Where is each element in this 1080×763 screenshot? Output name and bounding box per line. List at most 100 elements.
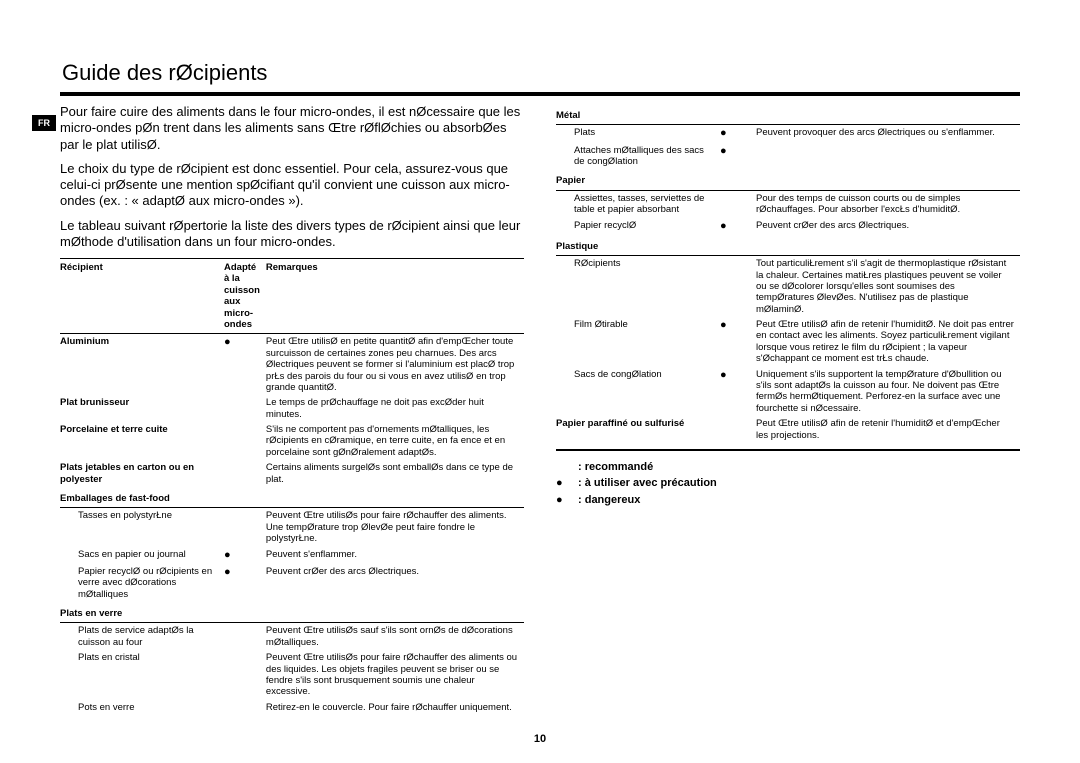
remarks-text: Peuvent provoquer des arcs Ølectriques o… (756, 125, 1020, 143)
remarks-text: Peut Œtre utilisØ afin de retenir l'humi… (756, 317, 1020, 367)
table-section-header: Emballages de fast-food (60, 487, 524, 508)
legend-dangerous-label: : dangereux (578, 492, 640, 509)
recipient-name: Papier recyclØ ou rØcipients en verre av… (60, 564, 224, 602)
compatibility-symbol (224, 460, 266, 487)
remarks-text: Certains aliments surgelØs sont emballØs… (266, 460, 524, 487)
compatibility-symbol (720, 256, 756, 317)
table-row: Pots en verre Retirez-en le couvercle. Po… (60, 700, 524, 715)
document-page: FR Guide des rØcipients Pour faire cuire… (0, 0, 1080, 763)
section-label: Métal (556, 104, 1020, 125)
table-section-header: Plastique (556, 235, 1020, 256)
content-columns: Pour faire cuire des aliments dans le fo… (60, 104, 1020, 715)
table-end-divider (556, 449, 1020, 451)
intro-para-3: Le tableau suivant rØpertorie la liste d… (60, 218, 524, 251)
compatibility-symbol: ● (720, 218, 756, 235)
recipient-name: Papier paraffiné ou sulfurisé (556, 416, 720, 443)
compatibility-symbol (224, 650, 266, 700)
compatibility-symbol: ● (224, 564, 266, 602)
compatibility-symbol (224, 508, 266, 547)
recipient-name: Sacs de congØlation (556, 367, 720, 417)
left-column: Pour faire cuire des aliments dans le fo… (60, 104, 524, 715)
recipient-name: Plat brunisseur (60, 395, 224, 422)
compatibility-symbol: ● (720, 317, 756, 367)
recipient-table-left: Récipient Adapté à la cuisson aux micro-… (60, 258, 524, 715)
title-divider (60, 92, 1020, 96)
remarks-text: Uniquement s'ils supportent la tempØratu… (756, 367, 1020, 417)
compatibility-symbol: ● (720, 367, 756, 417)
section-label: Plastique (556, 235, 1020, 256)
recipient-name: Assiettes, tasses, serviettes de table e… (556, 190, 720, 217)
table-row: Attaches mØtalliques des sacs de congØla… (556, 143, 1020, 170)
remarks-text: Peuvent crØer des arcs Ølectriques. (756, 218, 1020, 235)
section-label: Emballages de fast-food (60, 487, 524, 508)
header-adapted: Adapté à la cuisson aux micro-ondes (224, 259, 266, 334)
remarks-text: Peuvent s'enflammer. (266, 547, 524, 564)
right-column: MétalPlats●Peuvent provoquer des arcs Øl… (556, 104, 1020, 715)
table-row: Plats en cristal Peuvent Œtre utilisØs po… (60, 650, 524, 700)
remarks-text: Retirez-en le couvercle. Pour faire rØch… (266, 700, 524, 715)
table-row: Plat brunisseur Le temps de prØchauffage … (60, 395, 524, 422)
legend-dot-icon: ● (556, 492, 568, 509)
header-remarks: Remarques (266, 259, 524, 334)
recipient-name: Papier recyclØ (556, 218, 720, 235)
table-row: Assiettes, tasses, serviettes de table e… (556, 190, 1020, 217)
compatibility-symbol: ● (224, 547, 266, 564)
legend: : recommandé ● : à utiliser avec précaut… (556, 459, 1020, 509)
compatibility-symbol (720, 416, 756, 443)
recipient-name: Plats de service adaptØs la cuisson au f… (60, 623, 224, 650)
remarks-text (756, 143, 1020, 170)
recipient-name: Pots en verre (60, 700, 224, 715)
table-row: Plats●Peuvent provoquer des arcs Ølectri… (556, 125, 1020, 143)
legend-precaution-label: : à utiliser avec précaution (578, 475, 717, 492)
recipient-name: Plats jetables en carton ou en polyester (60, 460, 224, 487)
recipient-name: Porcelaine et terre cuite (60, 422, 224, 460)
section-label: Papier (556, 169, 1020, 190)
remarks-text: Le temps de prØchauffage ne doit pas exc… (266, 395, 524, 422)
table-row: Papier paraffiné ou sulfurisé Peut Œtre u… (556, 416, 1020, 443)
legend-recommended: : recommandé (556, 459, 1020, 476)
compatibility-symbol (224, 700, 266, 715)
recipient-name: Plats en cristal (60, 650, 224, 700)
compatibility-symbol: ● (224, 334, 266, 395)
table-section-header: Plats en verre (60, 602, 524, 623)
remarks-text: Peut Œtre utilisØ en petite quantitØ afi… (266, 334, 524, 395)
table-section-header: Papier (556, 169, 1020, 190)
legend-dangerous: ● : dangereux (556, 492, 1020, 509)
remarks-text: Peuvent Œtre utilisØs pour faire rØchauf… (266, 508, 524, 547)
compatibility-symbol (224, 422, 266, 460)
legend-dot-icon: ● (556, 475, 568, 492)
table-row: Plats de service adaptØs la cuisson au f… (60, 623, 524, 650)
section-label: Plats en verre (60, 602, 524, 623)
remarks-text: Tout particuliŁrement s'il s'agit de the… (756, 256, 1020, 317)
remarks-text: Peut Œtre utilisØ afin de retenir l'humi… (756, 416, 1020, 443)
intro-para-1: Pour faire cuire des aliments dans le fo… (60, 104, 524, 153)
compatibility-symbol: ● (720, 143, 756, 170)
compatibility-symbol (720, 190, 756, 217)
table-row: Porcelaine et terre cuite S'ils ne compor… (60, 422, 524, 460)
table-row: Sacs en papier ou journal●Peuvent s'enfl… (60, 547, 524, 564)
recipient-name: RØcipients (556, 256, 720, 317)
remarks-text: S'ils ne comportent pas d'ornements mØta… (266, 422, 524, 460)
compatibility-symbol: ● (720, 125, 756, 143)
remarks-text: Peuvent Œtre utilisØs pour faire rØchauf… (266, 650, 524, 700)
header-recipient: Récipient (60, 259, 224, 334)
recipient-name: Film Øtirable (556, 317, 720, 367)
compatibility-symbol (224, 395, 266, 422)
table-row: Tasses en polystyrŁne Peuvent Œtre utilis… (60, 508, 524, 547)
legend-precaution: ● : à utiliser avec précaution (556, 475, 1020, 492)
language-badge: FR (32, 115, 56, 131)
table-row: Aluminium●Peut Œtre utilisØ en petite qu… (60, 334, 524, 395)
recipient-name: Aluminium (60, 334, 224, 395)
remarks-text: Pour des temps de cuisson courts ou de s… (756, 190, 1020, 217)
intro-para-2: Le choix du type de rØcipient est donc e… (60, 161, 524, 210)
recipient-name: Tasses en polystyrŁne (60, 508, 224, 547)
table-section-header: Métal (556, 104, 1020, 125)
table-row: Sacs de congØlation●Uniquement s'ils sup… (556, 367, 1020, 417)
table-row: Film Øtirable●Peut Œtre utilisØ afin de … (556, 317, 1020, 367)
remarks-text: Peuvent Œtre utilisØs sauf s'ils sont or… (266, 623, 524, 650)
table-row: Papier recyclØ●Peuvent crØer des arcs Øl… (556, 218, 1020, 235)
remarks-text: Peuvent crØer des arcs Ølectriques. (266, 564, 524, 602)
recipient-table-right: MétalPlats●Peuvent provoquer des arcs Øl… (556, 104, 1020, 443)
table-row: Plats jetables en carton ou en polyester… (60, 460, 524, 487)
recipient-name: Plats (556, 125, 720, 143)
